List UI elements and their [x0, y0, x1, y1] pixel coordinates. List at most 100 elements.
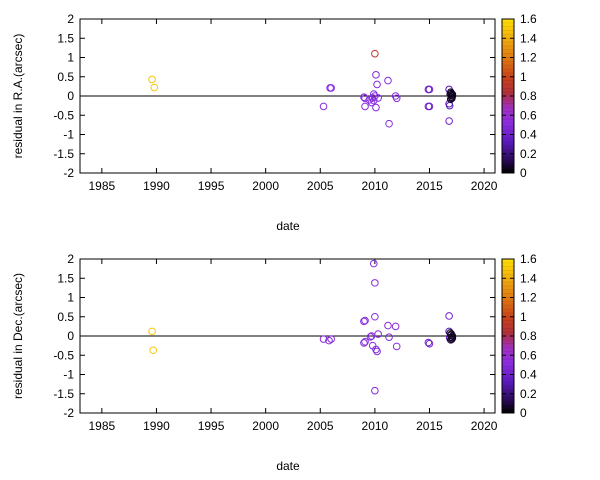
x-tick-label: 2010 — [362, 179, 389, 193]
data-point — [371, 279, 379, 287]
y-tick-label: 1.5 — [57, 31, 74, 45]
data-point — [374, 94, 382, 102]
dec-colorbar: 0 0.2 0.4 0.6 0.8 1 1.2 1.4 1.6 — [501, 252, 537, 420]
x-tick-label: 2010 — [362, 419, 389, 433]
y-tick-label: -1 — [63, 368, 74, 382]
colorbar-tick-label: 1 — [520, 70, 527, 84]
y-tick-label: 0 — [67, 329, 74, 343]
data-point — [448, 94, 456, 103]
colorbar-tick-label: 1.4 — [520, 31, 537, 45]
dec-y-axis-label: residual in Dec.(arcsec) — [11, 273, 25, 399]
data-point — [367, 98, 376, 107]
colorbar-tick-label: 0 — [520, 406, 527, 420]
data-point — [369, 259, 378, 268]
data-point — [448, 332, 457, 340]
data-point — [445, 312, 453, 320]
data-point — [447, 330, 456, 338]
x-tick-label: 1995 — [198, 419, 225, 433]
x-tick-label: 2015 — [416, 179, 443, 193]
data-point — [373, 80, 381, 89]
x-tick-label: 1985 — [88, 419, 115, 433]
data-point — [327, 335, 335, 343]
colorbar-tick-label: 1.2 — [520, 291, 537, 305]
data-point — [360, 317, 368, 326]
data-point — [425, 339, 434, 348]
data-point — [392, 342, 401, 351]
data-point — [446, 336, 455, 344]
data-point — [385, 333, 393, 341]
x-tick-label: 1995 — [198, 179, 225, 193]
dec-plot-area: -2 -1.5 -1 -0.5 0 0.5 1 1.5 2 1985 1990 1995 2000 200… — [53, 252, 497, 433]
y-tick-label: 2 — [67, 12, 74, 26]
data-point — [361, 337, 369, 346]
data-point — [148, 75, 156, 84]
colorbar-tick-label: 0.2 — [520, 387, 537, 401]
data-point — [384, 321, 392, 330]
data-point — [361, 102, 369, 111]
y-tick-label: 1.5 — [57, 271, 74, 285]
colorbar-tick-label: 1.6 — [520, 252, 537, 266]
y-tick-label: -1.5 — [53, 147, 74, 161]
y-tick-label: -2 — [63, 406, 74, 420]
dec-x-axis-label: date — [276, 459, 300, 473]
data-point — [391, 322, 400, 331]
y-tick-label: 1 — [67, 51, 74, 65]
data-point — [371, 49, 379, 58]
y-tick-label: 0.5 — [57, 70, 74, 84]
data-point — [361, 316, 369, 325]
data-point — [448, 334, 457, 342]
x-tick-label: 2005 — [307, 419, 334, 433]
x-tick-label: 1990 — [143, 419, 170, 433]
data-point — [148, 327, 156, 336]
x-tick-label: 2000 — [252, 419, 279, 433]
data-point — [149, 346, 157, 355]
x-tick-label: 2000 — [252, 179, 279, 193]
dec-residual-panel: residual in Dec.(arcsec) date -2 -1.5 -1 -0… — [11, 252, 537, 473]
y-tick-label: -1.5 — [53, 387, 74, 401]
data-point — [372, 345, 380, 354]
y-tick-label: 2 — [67, 252, 74, 266]
data-point — [392, 94, 401, 103]
y-tick-label: -1 — [63, 128, 74, 142]
colorbar-tick-label: 1.4 — [520, 271, 537, 285]
y-tick-label: -0.5 — [53, 348, 74, 362]
data-point — [371, 312, 379, 321]
ra-colorbar: 0 0.2 0.4 0.6 0.8 1 1.2 1.4 1.6 — [501, 12, 537, 180]
data-point — [424, 338, 433, 347]
data-point — [372, 71, 380, 79]
data-point — [373, 347, 381, 356]
y-tick-label: 0 — [67, 89, 74, 103]
data-point — [325, 336, 333, 345]
data-point — [361, 94, 369, 103]
y-tick-label: 1 — [67, 291, 74, 305]
data-point — [384, 76, 392, 85]
x-tick-label: 1985 — [88, 179, 115, 193]
ra-residual-panel: residual in R.A.(arcsec) date -2 -1.5 -1 -0… — [11, 12, 537, 233]
x-tick-label: 2020 — [471, 179, 498, 193]
data-point — [374, 330, 382, 338]
data-point — [150, 83, 159, 92]
ra-plot-area: -2 -1.5 -1 -0.5 0 0.5 1 1.5 2 1985 1990 1995 2000 200… — [53, 12, 497, 193]
colorbar-tick-label: 0.6 — [520, 348, 537, 362]
data-point — [319, 102, 328, 111]
colorbar-tick-label: 0 — [520, 166, 527, 180]
data-point — [445, 117, 453, 125]
data-point — [447, 89, 456, 98]
colorbar-tick-label: 0.2 — [520, 147, 537, 161]
y-tick-label: 0.5 — [57, 310, 74, 324]
x-tick-label: 2020 — [471, 419, 498, 433]
y-tick-label: -2 — [63, 166, 74, 180]
data-point — [372, 103, 380, 112]
colorbar-tick-label: 1.6 — [520, 12, 537, 26]
colorbar-tick-label: 0.8 — [520, 89, 537, 103]
x-tick-label: 2005 — [307, 179, 334, 193]
x-tick-label: 1990 — [143, 179, 170, 193]
data-point — [360, 339, 368, 347]
data-point — [371, 386, 379, 395]
y-tick-label: -0.5 — [53, 108, 74, 122]
colorbar-tick-label: 0.4 — [520, 368, 537, 382]
data-point — [448, 90, 457, 99]
colorbar-tick-label: 1 — [520, 310, 527, 324]
data-point — [385, 119, 393, 128]
